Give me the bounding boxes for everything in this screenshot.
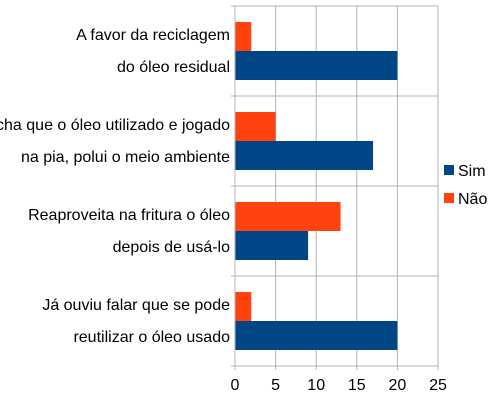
legend-swatch-0: [444, 165, 454, 175]
category-label-3-0: Já ouviu falar que se pode: [42, 297, 230, 314]
category-label-3-1: reutilizar o óleo usado: [73, 329, 230, 346]
bar-sim-2: [235, 231, 309, 260]
legend-swatch-1: [444, 193, 454, 203]
bar-sim-0: [235, 51, 398, 80]
bar-sim-3: [235, 321, 398, 350]
x-tick-labels: 0 5 10 15 20 25: [231, 377, 447, 394]
x-tick-label-3: 15: [348, 377, 366, 394]
bar-no-2: [235, 202, 341, 231]
category-label-2-1: depois de usá-lo: [113, 239, 231, 256]
category-label-1-0: Acha que o óleo utilizado e jogado: [0, 117, 230, 134]
x-tick-label-4: 20: [389, 377, 407, 394]
bar-sim-1: [235, 141, 374, 170]
bars: [235, 22, 398, 350]
x-tick-label-0: 0: [231, 377, 240, 394]
bar-no-3: [235, 292, 252, 321]
category-labels: A favor da reciclagem do óleo residual Ach…: [0, 27, 230, 346]
category-label-2-0: Reaproveita na fritura o óleo: [28, 207, 230, 224]
x-tick-label-1: 5: [271, 377, 280, 394]
category-label-1-1: na pia, polui o meio ambiente: [21, 149, 230, 166]
category-label-0-0: A favor da reciclagem: [76, 27, 230, 44]
legend-label-1: Não: [458, 191, 487, 208]
legend: Sim Não: [444, 163, 487, 208]
x-tick-label-5: 25: [429, 377, 447, 394]
bar-no-0: [235, 22, 252, 51]
bar-no-1: [235, 112, 276, 141]
legend-label-0: Sim: [458, 163, 486, 180]
x-tick-label-2: 10: [307, 377, 325, 394]
category-label-0-1: do óleo residual: [117, 59, 230, 76]
axes: [231, 5, 439, 370]
